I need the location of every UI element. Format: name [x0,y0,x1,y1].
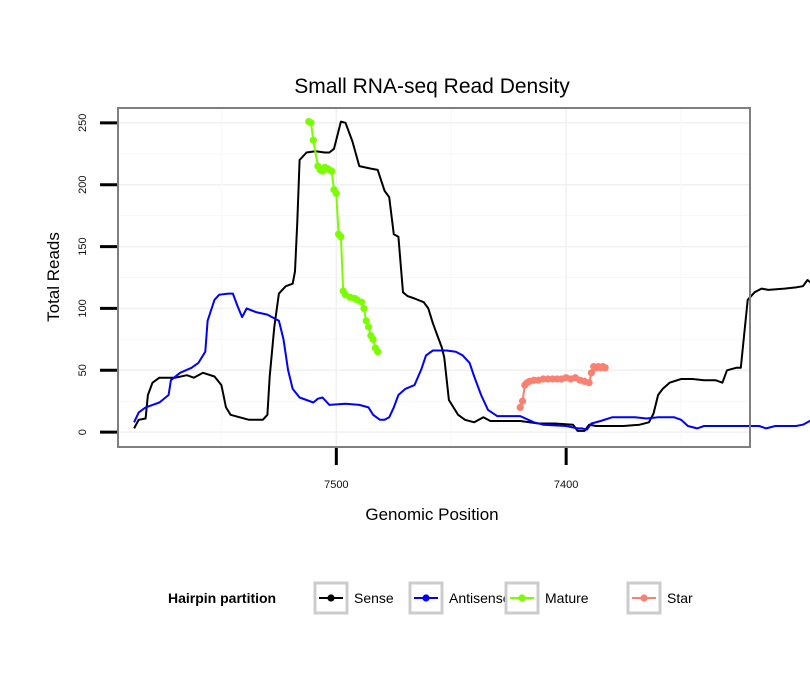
data-point-mature [309,136,317,144]
y-tick-label: 0 [77,429,89,435]
data-point-star [516,403,524,411]
data-point-mature [358,298,366,306]
series-mature [305,118,382,356]
data-point-mature [364,323,373,331]
data-point-mature [369,335,377,343]
data-point-star [585,379,593,387]
y-tick-label: 200 [77,176,89,194]
data-point-mature [332,189,340,197]
series-layer [133,118,810,432]
series-star [516,363,609,411]
grid-lines [118,108,750,447]
data-point-mature [307,119,315,127]
y-tick-label: 50 [77,364,89,376]
y-tick-label: 250 [77,114,89,132]
legend-item-star: Star [626,581,693,615]
series-line-sense [133,120,810,432]
legend-item-mature: Mature [504,581,589,615]
chart-title: Small RNA-seq Read Density [294,75,570,98]
legend-item-sense: Sense [313,581,394,615]
y-axis-title: Total Reads [44,232,63,322]
y-tick-label: 150 [77,237,89,255]
x-tick-label: 7500 [324,479,348,491]
y-tick-label: 100 [77,299,89,317]
legend-label-sense: Sense [354,590,394,606]
legend: Hairpin partition Sense Antisense Mature St… [168,581,693,615]
series-sense [133,120,810,432]
legend-key-point [422,594,430,602]
y-axis: 0 50 100 150 200 250 [77,114,117,435]
x-tick-label: 7400 [554,479,578,491]
data-point-mature [362,317,370,325]
data-point-star [587,369,596,377]
data-point-star [601,364,609,372]
plot-border [117,107,751,448]
series-line-antisense [133,292,810,431]
legend-key-point [327,594,335,602]
x-axis-title: Genomic Position [365,505,498,524]
plot-panel [117,107,810,448]
legend-key-point [518,594,526,602]
data-point-mature [328,167,336,175]
data-point-mature [337,233,345,241]
legend-item-antisense: Antisense [408,581,511,615]
x-axis: 7500 7400 [324,448,578,491]
legend-label-star: Star [667,590,693,606]
legend-title: Hairpin partition [168,590,276,606]
legend-key-point [640,594,648,602]
legend-label-antisense: Antisense [449,590,511,606]
data-point-star [518,397,527,405]
data-point-mature [374,348,382,356]
data-point-mature [360,304,368,312]
series-antisense [133,292,810,431]
legend-label-mature: Mature [545,590,589,606]
